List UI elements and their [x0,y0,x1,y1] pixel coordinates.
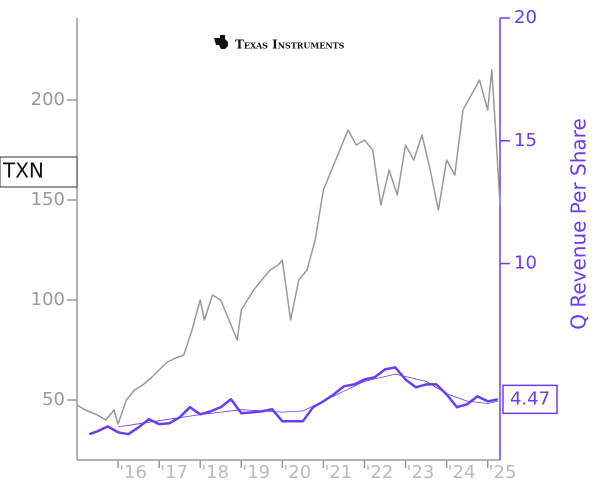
ticker-box [0,156,78,188]
x-tick-label: '17 [160,462,188,483]
x-tick-label: '16 [119,462,147,483]
x-tick-label: '22 [365,462,393,483]
x-tick-label: '24 [448,462,476,483]
logo-icon [214,35,228,49]
last-value-label: 4.47 [510,388,550,409]
y2-tick-label: 10 [514,253,537,274]
y-tick-label: 50 [42,389,65,410]
x-tick-label: '21 [324,462,352,483]
y-tick-label: 150 [31,189,65,210]
logo: Texas Instruments [214,35,345,52]
y2-axis-label: Q Revenue Per Share [567,118,591,330]
x-tick-label: '23 [407,462,435,483]
x-tick-label: '25 [489,462,517,483]
last-value-box [502,384,558,415]
y-tick-label: 100 [31,289,65,310]
ticker: TXN [2,159,44,183]
series-line [118,373,498,428]
logo-text: Texas Instruments [235,38,345,52]
y2-tick-label: 15 [514,130,537,151]
x-tick-label: '20 [283,462,311,483]
series-line [76,69,501,425]
y2-tick-label: 20 [514,7,537,28]
y-tick-label: 200 [31,89,65,110]
series-line [88,366,499,436]
x-tick-label: '18 [201,462,229,483]
x-tick-label: '19 [242,462,270,483]
